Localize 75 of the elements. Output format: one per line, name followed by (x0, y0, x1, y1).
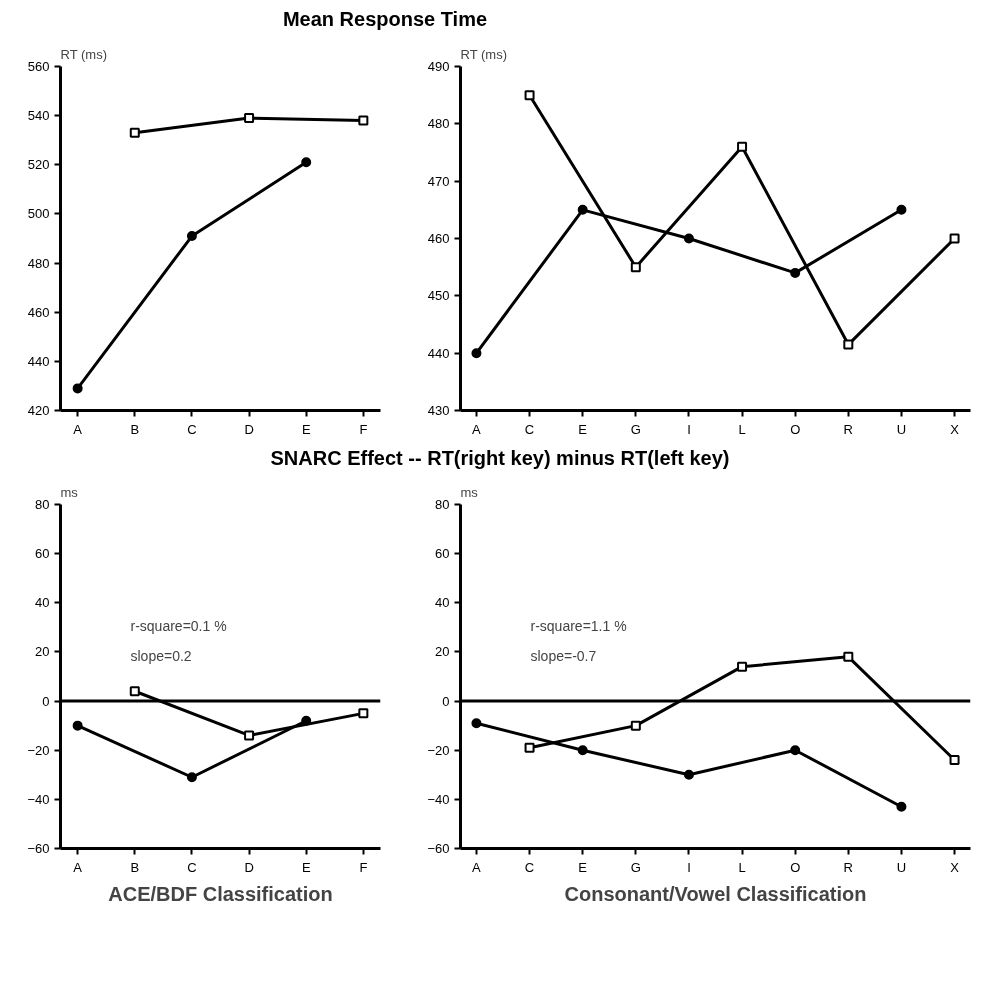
y-tick-label: 0 (42, 693, 50, 709)
y-axis-title: ms (60, 484, 79, 500)
annotation: r-square=0.1 % (130, 617, 227, 634)
x-tick-label: G (630, 859, 641, 875)
x-tick-label: B (130, 859, 140, 875)
x-tick-label: C (187, 859, 197, 875)
x-tick-label: C (524, 421, 535, 437)
y-tick-label: 500 (27, 205, 50, 221)
y-tick-label: 0 (442, 693, 450, 709)
x-tick-label: D (244, 859, 254, 875)
x-tick-label: U (896, 859, 907, 875)
y-axis-title: ms (460, 484, 479, 500)
x-tick-label: L (738, 859, 746, 875)
x-tick-label: F (359, 859, 368, 875)
y-axis-title: RT (ms) (460, 46, 507, 62)
x-tick-label: X (950, 421, 960, 437)
x-tick-label: O (790, 421, 801, 437)
x-tick-label: E (301, 421, 311, 437)
y-tick-label: 430 (427, 402, 450, 418)
chart-title: Mean Response Time (282, 7, 488, 32)
x-tick-label: D (244, 421, 254, 437)
y-tick-label: −60 (27, 841, 50, 857)
x-tick-label: B (130, 421, 140, 437)
x-tick-label: C (524, 859, 535, 875)
y-tick-label: 480 (27, 255, 50, 271)
x-axis-title: Consonant/Vowel Classification (564, 882, 867, 905)
x-tick-label: E (578, 421, 588, 437)
x-tick-label: C (187, 421, 197, 437)
y-tick-label: −20 (27, 742, 50, 758)
x-tick-label: L (738, 421, 746, 437)
y-tick-label: 560 (27, 58, 50, 74)
y-tick-label: 40 (35, 595, 50, 611)
y-tick-label: 490 (427, 58, 450, 74)
text: SNARC Effect -- RT(right key) minus RT(left key) (270, 445, 730, 471)
y-tick-label: 60 (435, 546, 450, 562)
annotation: slope=0.2 (130, 647, 192, 664)
y-tick-label: 470 (427, 173, 450, 189)
y-tick-label: −40 (427, 791, 450, 807)
y-tick-label: 440 (27, 353, 50, 369)
y-axis-title: RT (ms) (60, 46, 107, 62)
x-tick-label: A (73, 421, 83, 437)
y-tick-label: 60 (35, 546, 50, 562)
x-tick-label: U (896, 421, 907, 437)
y-tick-label: 20 (35, 644, 50, 660)
x-tick-label: A (73, 859, 83, 875)
y-tick-label: 440 (427, 345, 450, 361)
annotation: slope=-0.7 (530, 647, 597, 664)
x-tick-label: G (630, 421, 641, 437)
y-tick-label: 460 (27, 304, 50, 320)
y-tick-label: 20 (435, 644, 450, 660)
y-tick-label: −60 (427, 841, 450, 857)
y-tick-label: 520 (27, 156, 50, 172)
x-tick-label: E (578, 859, 588, 875)
y-tick-label: 40 (435, 595, 450, 611)
y-tick-label: −40 (27, 791, 50, 807)
x-tick-label: I (687, 859, 691, 875)
x-tick-label: E (301, 859, 311, 875)
y-tick-label: 80 (435, 497, 450, 513)
x-tick-label: F (359, 421, 368, 437)
annotation: r-square=1.1 % (530, 617, 627, 634)
y-tick-label: −20 (427, 742, 450, 758)
x-tick-label: X (950, 859, 960, 875)
y-tick-label: 460 (427, 230, 450, 246)
x-tick-label: R (843, 421, 854, 437)
x-tick-label: A (472, 421, 482, 437)
x-tick-label: A (472, 859, 482, 875)
x-tick-label: R (843, 859, 854, 875)
y-tick-label: 540 (27, 107, 50, 123)
x-axis-title: ACE/BDF Classification (108, 882, 333, 905)
y-tick-label: 450 (427, 287, 450, 303)
x-tick-label: I (687, 421, 691, 437)
y-tick-label: 80 (35, 497, 50, 513)
y-tick-label: 420 (27, 402, 50, 418)
y-tick-label: 480 (427, 115, 450, 131)
x-tick-label: O (790, 859, 801, 875)
